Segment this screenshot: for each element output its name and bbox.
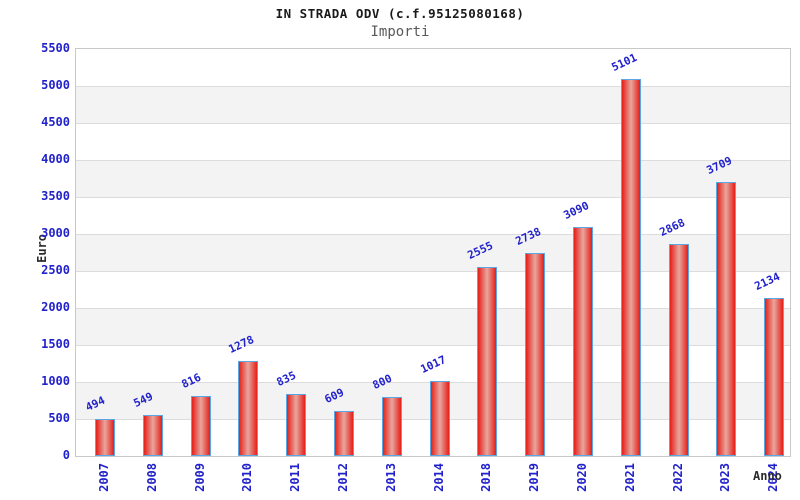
gridline (76, 197, 790, 198)
y-tick-label: 0 (62, 448, 70, 462)
gridline (76, 160, 790, 161)
bar-2020 (573, 227, 593, 456)
y-tick-label: 1500 (41, 337, 70, 351)
bar-2010 (238, 361, 259, 456)
y-tick-label: 2500 (41, 263, 70, 277)
chart-subtitle: Importi (370, 24, 430, 40)
x-tick-label: 2021 (622, 463, 637, 492)
bar-2022 (668, 244, 689, 456)
y-tick-label: 5000 (41, 78, 70, 92)
gridline (76, 308, 790, 309)
x-tick-label: 2020 (575, 463, 589, 492)
bar-2014 (429, 381, 450, 456)
x-tick-label: 2022 (670, 463, 685, 492)
x-tick-label: 2008 (144, 463, 159, 492)
gridline (76, 86, 790, 87)
bar-2012 (334, 411, 354, 456)
bar-2011 (286, 394, 307, 456)
gridline (76, 271, 790, 272)
x-tick-label: 2007 (97, 463, 111, 492)
y-tick-label: 3500 (41, 189, 70, 203)
x-tick-label: 2009 (192, 463, 207, 492)
gridline (76, 234, 790, 235)
x-tick-label: 2023 (718, 463, 733, 492)
y-tick-label: 4500 (41, 115, 70, 129)
chart-title: IN STRADA ODV (c.f.95125080168) (275, 6, 525, 21)
y-tick-label: 500 (48, 411, 70, 425)
bar-2009 (190, 396, 211, 456)
x-tick-label: 2013 (383, 463, 398, 492)
y-tick-label: 2000 (41, 300, 70, 314)
bar-2013 (381, 397, 402, 456)
x-tick-label: 2011 (288, 463, 303, 492)
plot-band (76, 123, 790, 160)
x-tick-label: 2010 (240, 463, 255, 492)
plot-band (76, 49, 790, 86)
plot-area: 494 549 816 1278 835 609 800 1017 2555 2738 3090 51… (75, 48, 791, 457)
bar-2024 (764, 298, 785, 456)
bar-2023 (716, 182, 737, 456)
gridline (76, 345, 790, 346)
gridline (76, 123, 790, 124)
x-tick-label: 2019 (527, 463, 542, 492)
bar-2019 (525, 253, 546, 456)
plot-band (76, 160, 790, 197)
y-tick-label: 4000 (41, 152, 70, 166)
bar-2007 (95, 419, 115, 456)
x-tick-label: 2014 (431, 463, 446, 492)
y-tick-label: 1000 (41, 374, 70, 388)
x-axis-label: Anno (753, 469, 782, 483)
x-tick-label: 2018 (479, 463, 494, 492)
bar-2021 (620, 79, 641, 456)
plot-band (76, 86, 790, 123)
bar-2018 (477, 267, 498, 456)
x-tick-label: 2012 (336, 463, 350, 492)
bar-2008 (142, 415, 163, 456)
y-tick-label: 5500 (41, 41, 70, 55)
y-tick-label: 3000 (41, 226, 70, 240)
